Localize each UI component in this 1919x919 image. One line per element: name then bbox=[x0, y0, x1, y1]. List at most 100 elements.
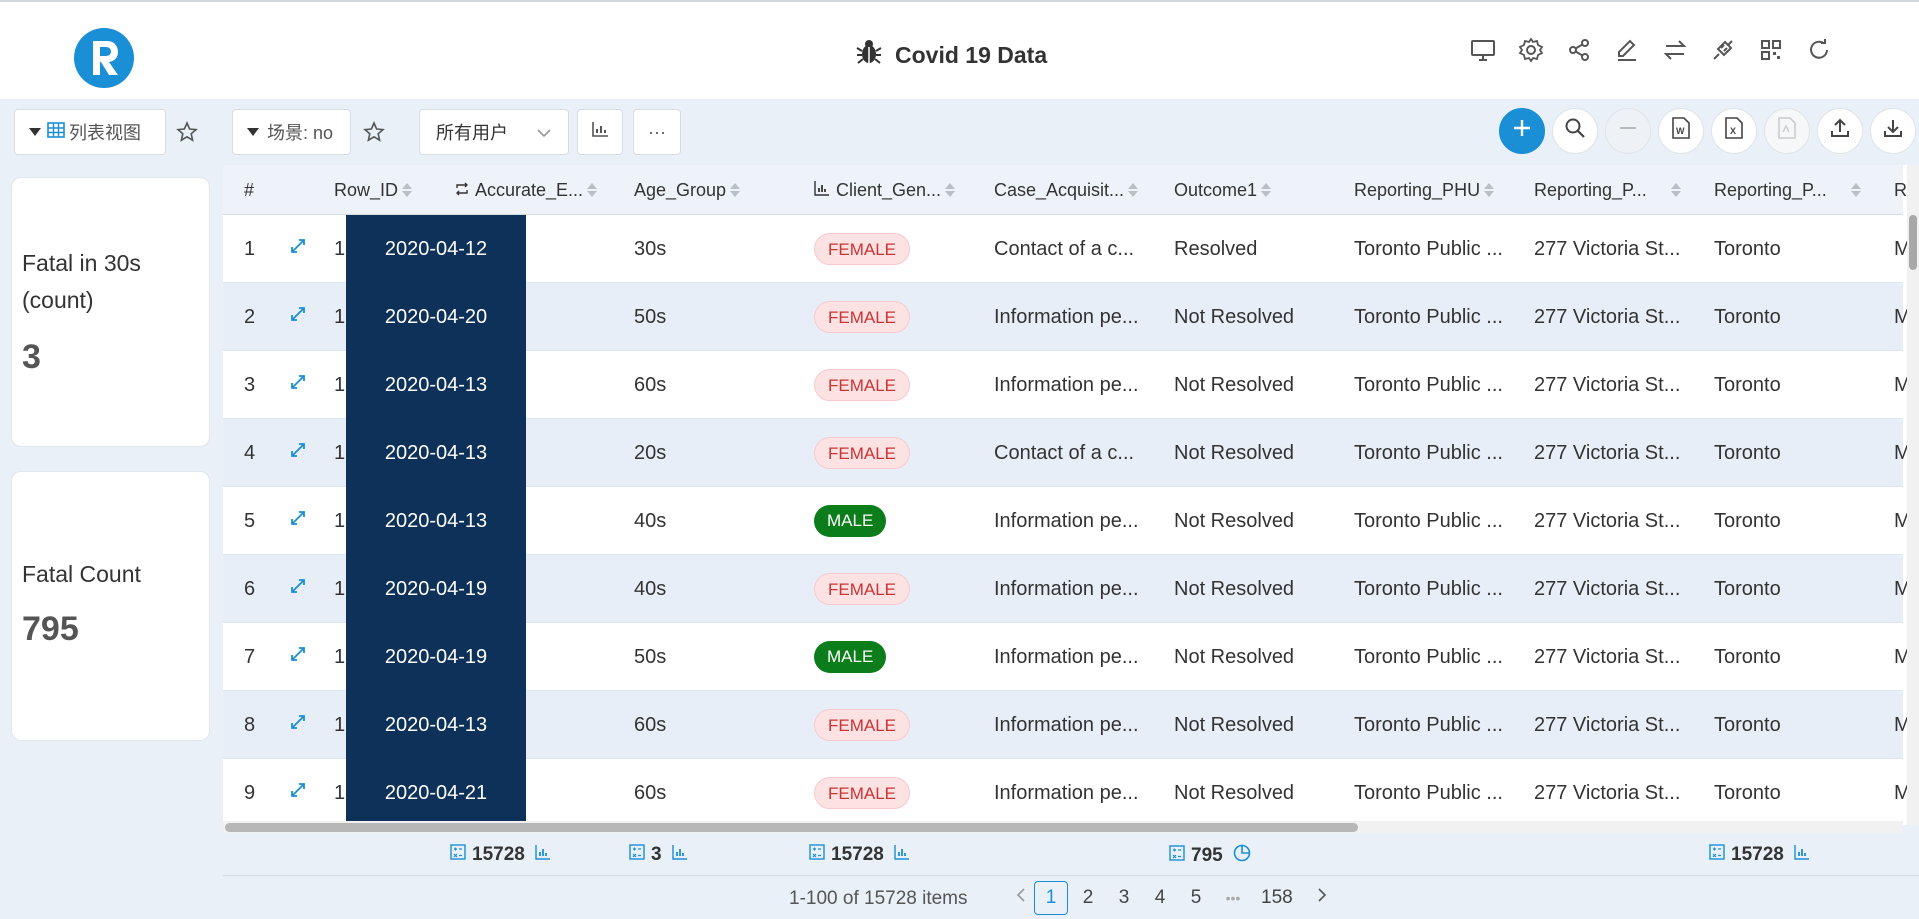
case-acquisition-cell[interactable]: Information pe... bbox=[994, 305, 1139, 328]
case-acquisition-cell[interactable]: Information pe... bbox=[994, 781, 1139, 804]
expand-row-button[interactable] bbox=[289, 215, 319, 283]
reporting-phu-cell[interactable]: Toronto Public ... bbox=[1354, 305, 1503, 328]
date-cell[interactable]: 2020-04-20 bbox=[346, 283, 526, 351]
reporting-phu-city-cell[interactable]: Toronto bbox=[1714, 509, 1781, 532]
summary-cell[interactable]: 15728 bbox=[809, 844, 910, 866]
date-cell[interactable]: 2020-04-12 bbox=[346, 215, 526, 283]
export-pdf-button[interactable] bbox=[1764, 108, 1810, 154]
reporting-phu-city-cell[interactable]: Toronto bbox=[1714, 441, 1781, 464]
download-button[interactable] bbox=[1870, 108, 1916, 154]
reporting-phu-cell[interactable]: Toronto Public ... bbox=[1354, 577, 1503, 600]
reporting-phu-cell[interactable]: Toronto Public ... bbox=[1354, 237, 1503, 260]
date-cell[interactable]: 2020-04-13 bbox=[346, 691, 526, 759]
reporting-phu-city-cell[interactable]: Toronto bbox=[1714, 645, 1781, 668]
edit-icon[interactable] bbox=[1613, 36, 1641, 64]
age-group-cell[interactable]: 60s bbox=[634, 713, 667, 736]
summary-cell[interactable]: 15728 bbox=[1709, 844, 1810, 866]
col-header-reporting-phu-address[interactable]: Reporting_P... bbox=[1534, 165, 1681, 215]
reporting-phu-city-cell[interactable]: Toronto bbox=[1714, 305, 1781, 328]
page-4[interactable]: 4 bbox=[1154, 887, 1166, 908]
date-cell[interactable]: 2020-04-21 bbox=[346, 759, 526, 825]
age-group-cell[interactable]: 50s bbox=[634, 305, 667, 328]
page-1[interactable]: 1 bbox=[1034, 881, 1068, 915]
reporting-phu-cell[interactable]: Toronto Public ... bbox=[1354, 713, 1503, 736]
date-cell[interactable]: 2020-04-13 bbox=[346, 419, 526, 487]
page-3[interactable]: 3 bbox=[1118, 887, 1130, 908]
reporting-phu-cell[interactable]: Toronto Public ... bbox=[1354, 781, 1503, 804]
expand-row-button[interactable] bbox=[289, 351, 319, 419]
reporting-phu-city-cell[interactable]: Toronto bbox=[1714, 781, 1781, 804]
expand-row-button[interactable] bbox=[289, 623, 319, 691]
age-group-cell[interactable]: 20s bbox=[634, 441, 667, 464]
truncated-cell[interactable]: M bbox=[1894, 645, 1911, 668]
page-last[interactable]: 158 bbox=[1261, 887, 1293, 908]
reporting-phu-address-cell[interactable]: 277 Victoria St... bbox=[1534, 441, 1681, 464]
age-group-cell[interactable]: 30s bbox=[634, 237, 667, 260]
page-5[interactable]: 5 bbox=[1190, 887, 1202, 908]
gear-icon[interactable] bbox=[1517, 36, 1545, 64]
summary-cell[interactable]: 15728 bbox=[450, 844, 551, 866]
user-filter-select[interactable]: 所有用户 bbox=[419, 109, 569, 155]
reporting-phu-cell[interactable]: Toronto Public ... bbox=[1354, 373, 1503, 396]
gender-cell[interactable]: MALE bbox=[814, 487, 974, 555]
gender-cell[interactable]: FEMALE bbox=[814, 419, 974, 487]
col-header-accurate-episode[interactable]: Accurate_E... bbox=[455, 165, 598, 215]
kpi-card-fatal-count[interactable]: Fatal Count 795 bbox=[11, 471, 210, 741]
outcome-cell[interactable]: Not Resolved bbox=[1174, 509, 1295, 532]
col-header-age-group[interactable]: Age_Group bbox=[634, 165, 741, 215]
gender-cell[interactable]: FEMALE bbox=[814, 283, 974, 351]
view-selector[interactable]: 列表视图 bbox=[14, 109, 166, 155]
date-cell[interactable]: 2020-04-13 bbox=[346, 487, 526, 555]
date-cell[interactable]: 2020-04-19 bbox=[346, 623, 526, 691]
reporting-phu-address-cell[interactable]: 277 Victoria St... bbox=[1534, 509, 1681, 532]
reporting-phu-city-cell[interactable]: Toronto bbox=[1714, 713, 1781, 736]
next-page-button[interactable] bbox=[1305, 881, 1339, 915]
outcome-cell[interactable]: Resolved bbox=[1174, 237, 1258, 260]
date-cell[interactable]: 2020-04-19 bbox=[346, 555, 526, 623]
share-icon[interactable] bbox=[1565, 36, 1593, 64]
refresh-icon[interactable] bbox=[1805, 36, 1833, 64]
truncated-cell[interactable]: M bbox=[1894, 441, 1911, 464]
page-2[interactable]: 2 bbox=[1082, 887, 1094, 908]
reporting-phu-city-cell[interactable]: Toronto bbox=[1714, 373, 1781, 396]
gender-cell[interactable]: MALE bbox=[814, 623, 974, 691]
vertical-scrollbar[interactable] bbox=[1907, 165, 1919, 825]
reporting-phu-cell[interactable]: Toronto Public ... bbox=[1354, 645, 1503, 668]
truncated-cell[interactable]: M bbox=[1894, 237, 1911, 260]
summary-cell[interactable]: 3 bbox=[629, 844, 688, 866]
outcome-cell[interactable]: Not Resolved bbox=[1174, 441, 1295, 464]
kpi-card-fatal-30s[interactable]: Fatal in 30s (count) 3 bbox=[11, 177, 210, 447]
col-header-case-acquisition[interactable]: Case_Acquisit... bbox=[994, 165, 1139, 215]
add-record-button[interactable] bbox=[1499, 108, 1545, 154]
plugin-icon[interactable] bbox=[1709, 36, 1737, 64]
search-button[interactable] bbox=[1552, 108, 1598, 154]
reporting-phu-address-cell[interactable]: 277 Victoria St... bbox=[1534, 577, 1681, 600]
case-acquisition-cell[interactable]: Information pe... bbox=[994, 577, 1139, 600]
outcome-cell[interactable]: Not Resolved bbox=[1174, 577, 1295, 600]
outcome-cell[interactable]: Not Resolved bbox=[1174, 645, 1295, 668]
reporting-phu-city-cell[interactable]: Toronto bbox=[1714, 237, 1781, 260]
case-acquisition-cell[interactable]: Information pe... bbox=[994, 645, 1139, 668]
truncated-cell[interactable]: M bbox=[1894, 781, 1911, 804]
qrcode-icon[interactable] bbox=[1757, 36, 1785, 64]
expand-row-button[interactable] bbox=[289, 283, 319, 351]
reporting-phu-address-cell[interactable]: 277 Victoria St... bbox=[1534, 305, 1681, 328]
chart-toggle-button[interactable] bbox=[577, 109, 623, 155]
col-header-reporting-phu-city[interactable]: Reporting_P... bbox=[1714, 165, 1861, 215]
outcome-cell[interactable]: Not Resolved bbox=[1174, 781, 1295, 804]
outcome-cell[interactable]: Not Resolved bbox=[1174, 373, 1295, 396]
export-word-button[interactable]: W bbox=[1658, 108, 1704, 154]
truncated-cell[interactable]: M bbox=[1894, 577, 1911, 600]
expand-row-button[interactable] bbox=[289, 555, 319, 623]
gender-cell[interactable]: FEMALE bbox=[814, 555, 974, 623]
age-group-cell[interactable]: 40s bbox=[634, 509, 667, 532]
scrollbar-thumb[interactable] bbox=[1909, 215, 1917, 270]
expand-row-button[interactable] bbox=[289, 759, 319, 825]
